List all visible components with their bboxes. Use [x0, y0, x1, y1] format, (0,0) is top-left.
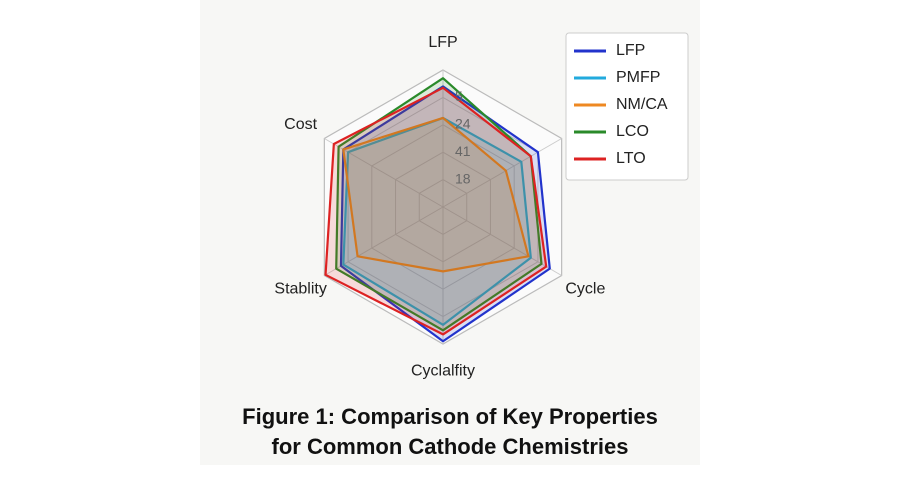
chart: 18 41 24 5 LFP Cycle Cyclalfity Stablity Cost LFP… — [274, 32, 689, 380]
legend-box — [565, 32, 689, 181]
legend-label: PMFP — [616, 69, 660, 86]
legend-label: LTO — [616, 150, 646, 167]
series-area — [342, 116, 530, 273]
r-tick-label: 18 — [455, 170, 471, 186]
axis-label: Cost — [284, 116, 317, 133]
axis-label: Cyclalfity — [411, 363, 475, 380]
axis-label: Stablity — [274, 280, 326, 297]
axis-label: Cycle — [565, 280, 605, 297]
r-tick-label: 5 — [455, 88, 463, 104]
axis-label: LFP — [428, 34, 457, 51]
r-tick-label: 41 — [455, 143, 471, 159]
legend-label: LCO — [616, 123, 649, 140]
series-area — [342, 116, 532, 326]
series-area — [324, 86, 548, 336]
chart-title: Figure 1: Comparison of Key Properties f… — [242, 404, 658, 459]
r-tick-label: 24 — [455, 116, 471, 132]
legend-label: NM/CA — [616, 96, 668, 113]
legend-label: LFP — [616, 42, 645, 59]
spoke — [442, 138, 562, 208]
